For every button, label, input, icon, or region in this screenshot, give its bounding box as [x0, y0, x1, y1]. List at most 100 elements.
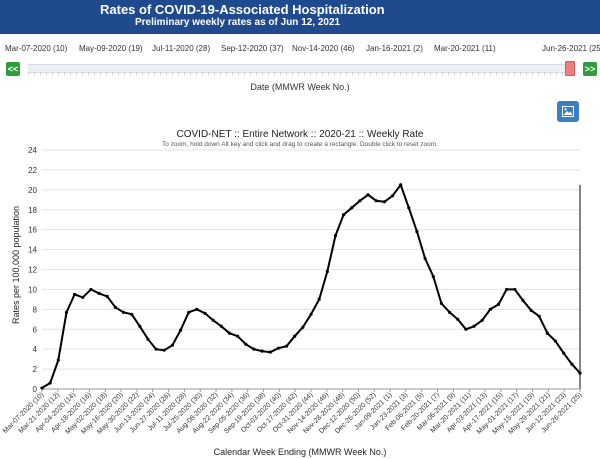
- data-point[interactable]: [505, 287, 509, 292]
- data-point[interactable]: [97, 291, 101, 295]
- data-point[interactable]: [113, 305, 117, 309]
- data-point[interactable]: [219, 324, 223, 328]
- data-point[interactable]: [309, 312, 313, 316]
- data-point[interactable]: [244, 342, 248, 346]
- data-point[interactable]: [415, 230, 419, 234]
- data-point[interactable]: [105, 294, 109, 298]
- y-tick-label: 4: [33, 345, 38, 354]
- data-point[interactable]: [480, 318, 484, 322]
- slider-handle[interactable]: [565, 61, 575, 76]
- date-label: Jan-16-2021 (2): [366, 44, 423, 53]
- data-point[interactable]: [162, 348, 166, 352]
- data-point[interactable]: [570, 362, 574, 366]
- data-point[interactable]: [293, 334, 297, 338]
- data-point[interactable]: [358, 199, 362, 203]
- data-point[interactable]: [89, 287, 93, 292]
- page-subtitle: Preliminary weekly rates as of Jun 12, 2…: [135, 17, 341, 28]
- data-point[interactable]: [154, 347, 158, 351]
- y-tick-label: 24: [28, 146, 37, 155]
- data-point[interactable]: [399, 183, 403, 187]
- date-label: May-09-2020 (19): [79, 44, 143, 53]
- data-point[interactable]: [284, 344, 289, 348]
- data-point[interactable]: [187, 310, 191, 314]
- y-tick-label: 20: [28, 186, 37, 195]
- data-point[interactable]: [382, 200, 386, 204]
- page-header: Rates of COVID-19-Associated Hospitaliza…: [0, 0, 600, 34]
- data-point[interactable]: [195, 307, 199, 311]
- data-point[interactable]: [211, 318, 215, 322]
- data-point[interactable]: [439, 301, 444, 305]
- data-point[interactable]: [464, 327, 468, 331]
- y-tick-label: 18: [28, 206, 37, 215]
- data-point[interactable]: [56, 358, 60, 362]
- data-point[interactable]: [81, 295, 85, 299]
- slider-prev-button[interactable]: <<: [6, 62, 20, 76]
- data-point[interactable]: [170, 343, 175, 347]
- chart-title: COVID-NET :: Entire Network :: 2020-21 :…: [176, 129, 424, 140]
- y-tick-label: 10: [28, 285, 37, 294]
- data-point[interactable]: [268, 350, 272, 354]
- series-line[interactable]: [41, 182, 581, 389]
- data-point[interactable]: [130, 312, 134, 316]
- data-point[interactable]: [562, 351, 566, 355]
- data-point[interactable]: [521, 298, 525, 302]
- data-point[interactable]: [260, 349, 264, 353]
- data-point[interactable]: [472, 324, 476, 328]
- x-axis-ticks: Mar-07-2020 (10)Mar-21-2020 (12)Apr-04-2…: [2, 389, 583, 436]
- data-point[interactable]: [529, 308, 533, 312]
- data-point[interactable]: [138, 324, 142, 328]
- data-point[interactable]: [407, 206, 411, 210]
- data-point[interactable]: [317, 297, 321, 301]
- y-tick-label: 0: [33, 385, 38, 394]
- x-axis-title: Calendar Week Ending (MMWR Week No.): [213, 447, 387, 457]
- data-point[interactable]: [366, 193, 370, 197]
- download-image-button[interactable]: [557, 101, 579, 122]
- data-point[interactable]: [553, 339, 558, 343]
- slider-next-button[interactable]: >>: [583, 62, 597, 76]
- data-point[interactable]: [203, 311, 207, 315]
- data-point[interactable]: [423, 256, 427, 261]
- data-point[interactable]: [513, 287, 517, 292]
- data-point[interactable]: [301, 325, 305, 329]
- data-point[interactable]: [374, 199, 378, 203]
- y-tick-label: 16: [28, 226, 37, 235]
- data-point[interactable]: [40, 386, 44, 390]
- data-point[interactable]: [325, 269, 329, 274]
- data-point[interactable]: [121, 310, 126, 314]
- data-point[interactable]: [342, 213, 346, 217]
- slider-axis-label: Date (MMWR Week No.): [250, 82, 350, 92]
- date-label: Jun-26-2021 (25): [542, 44, 600, 53]
- data-point[interactable]: [578, 371, 582, 375]
- data-point[interactable]: [496, 302, 501, 306]
- data-point[interactable]: [146, 337, 150, 341]
- data-point[interactable]: [390, 194, 395, 198]
- data-point[interactable]: [488, 307, 492, 311]
- data-point[interactable]: [48, 381, 52, 385]
- y-tick-label: 22: [28, 166, 37, 175]
- data-point[interactable]: [64, 310, 69, 314]
- data-point[interactable]: [178, 328, 183, 332]
- data-point[interactable]: [227, 331, 232, 335]
- data-point[interactable]: [350, 206, 354, 210]
- data-point[interactable]: [252, 347, 256, 351]
- data-point[interactable]: [73, 292, 77, 296]
- data-point[interactable]: [537, 314, 541, 318]
- data-point[interactable]: [431, 274, 435, 279]
- chart-series: [40, 182, 582, 390]
- data-point[interactable]: [447, 310, 452, 314]
- data-point[interactable]: [333, 234, 338, 238]
- date-label: Mar-07-2020 (10): [5, 44, 68, 53]
- data-point[interactable]: [236, 334, 240, 338]
- image-icon: [562, 106, 574, 117]
- date-label: Jul-11-2020 (28): [152, 44, 211, 53]
- data-point[interactable]: [456, 317, 460, 321]
- chart-grid: [42, 149, 581, 390]
- date-label: Mar-20-2021 (11): [434, 44, 496, 53]
- y-tick-label: 12: [28, 266, 37, 275]
- data-point[interactable]: [545, 331, 549, 335]
- date-range-labels: Mar-07-2020 (10) May-09-2020 (19) Jul-11…: [0, 44, 600, 58]
- data-point[interactable]: [276, 346, 280, 350]
- y-tick-label: 2: [33, 365, 38, 374]
